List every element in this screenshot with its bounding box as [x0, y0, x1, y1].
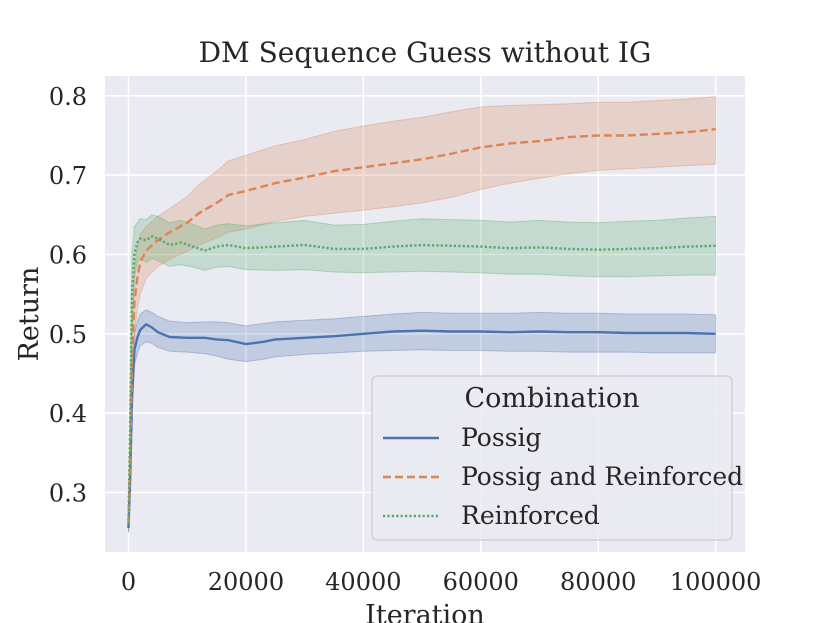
x-tick-label: 40000	[325, 568, 401, 596]
legend-items: Possig Possig and Reinforced Reinforced	[383, 423, 743, 530]
y-axis-label: Return	[14, 267, 45, 362]
confidence-band	[128, 96, 717, 533]
chart-title: DM Sequence Guess without IG	[199, 36, 652, 69]
legend-box	[371, 375, 733, 541]
series-line	[127, 235, 716, 525]
x-tick-label: 20000	[208, 568, 284, 596]
grid-lines	[105, 76, 745, 552]
x-tick-label: 100000	[670, 568, 762, 596]
y-tick-label: 0.4	[49, 400, 87, 428]
legend-label: Possig	[461, 423, 542, 452]
x-tick-label: 0	[121, 568, 136, 596]
y-tick-label: 0.5	[49, 321, 87, 349]
y-tick-labels: 0.3 0.4 0.5 0.6 0.7 0.8	[49, 83, 87, 508]
legend: Combination Possig Possig and Reinforced R…	[371, 375, 743, 541]
x-tick-labels: 0 20000 40000 60000 80000 100000	[121, 568, 762, 596]
y-tick-label: 0.3	[49, 480, 87, 508]
legend-label: Reinforced	[461, 501, 600, 530]
y-tick-label: 0.6	[49, 242, 87, 270]
confidence-band	[128, 214, 717, 533]
series-line	[127, 323, 716, 529]
y-tick-label: 0.7	[49, 162, 87, 190]
series-lines	[127, 128, 716, 529]
x-tick-label: 60000	[443, 568, 519, 596]
legend-label: Possig and Reinforced	[461, 462, 743, 491]
x-tick-label: 80000	[560, 568, 636, 596]
legend-title: Combination	[464, 383, 639, 414]
y-tick-label: 0.8	[49, 83, 87, 111]
series-line	[127, 128, 716, 525]
x-axis-label: Iteration	[365, 600, 485, 623]
